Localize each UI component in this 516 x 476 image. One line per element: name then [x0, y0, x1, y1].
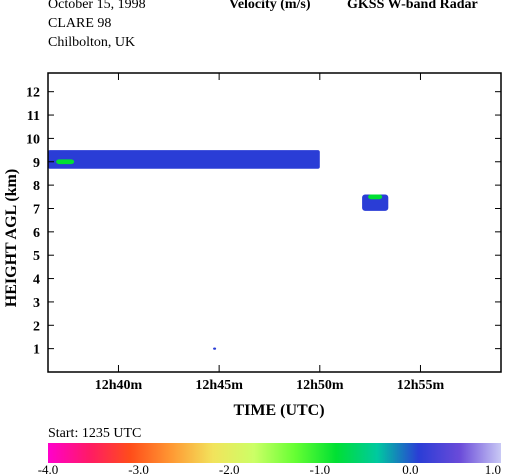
x-axis: 12h40m 12h45m 12h50m 12h55m: [95, 73, 445, 393]
echo-3: [56, 159, 75, 165]
echo-layer: [48, 150, 389, 350]
echo-1: [362, 194, 389, 211]
instrument-name: GKSS W-band Radar: [347, 0, 478, 12]
y-tick-label: 5: [33, 249, 40, 264]
y-tick-label: 2: [33, 319, 40, 334]
colorbar-ticks: -4.0 -3.0 -2.0 -1.0 0.0 1.0: [38, 462, 501, 476]
x-tick-label: 12h50m: [296, 378, 344, 393]
y-tick-label: 1: [33, 343, 40, 358]
y-tick-label: 6: [33, 226, 40, 241]
colorbar-tick-label: -1.0: [310, 462, 331, 476]
y-tick-label: 3: [33, 296, 40, 311]
y-tick-label: 11: [27, 109, 40, 124]
y-tick-label: 12: [26, 86, 40, 101]
start-time: Start: 1235 UTC: [48, 426, 142, 441]
colorbar-tick-label: -2.0: [219, 462, 240, 476]
echo-4: [213, 347, 217, 350]
header-location: Chilbolton, UK: [48, 35, 136, 50]
chart-title: Velocity (m/s): [229, 0, 311, 12]
x-tick-label: 12h45m: [195, 378, 243, 393]
y-tick-label: 10: [26, 132, 40, 147]
x-tick-label: 12h55m: [397, 378, 445, 393]
y-tick-label: 9: [33, 156, 40, 171]
y-tick-label: 8: [33, 179, 40, 194]
plot-frame: [47, 72, 502, 373]
echo-0: [48, 150, 320, 169]
echo-2: [368, 194, 383, 200]
colorbar-tick-label: -3.0: [128, 462, 149, 476]
header-date: October 15, 1998: [48, 0, 146, 12]
colorbar: [48, 443, 501, 463]
x-tick-label: 12h40m: [95, 378, 143, 393]
colorbar-tick-label: 0.0: [402, 462, 418, 476]
colorbar-tick-label: -4.0: [38, 462, 59, 476]
header-campaign: CLARE 98: [48, 16, 112, 31]
y-axis-title: HEIGHT AGL (km): [3, 169, 20, 307]
y-tick-label: 7: [33, 202, 40, 217]
colorbar-tick-label: 1.0: [485, 462, 501, 476]
x-axis-title: TIME (UTC): [233, 402, 324, 419]
y-tick-label: 4: [33, 273, 40, 288]
